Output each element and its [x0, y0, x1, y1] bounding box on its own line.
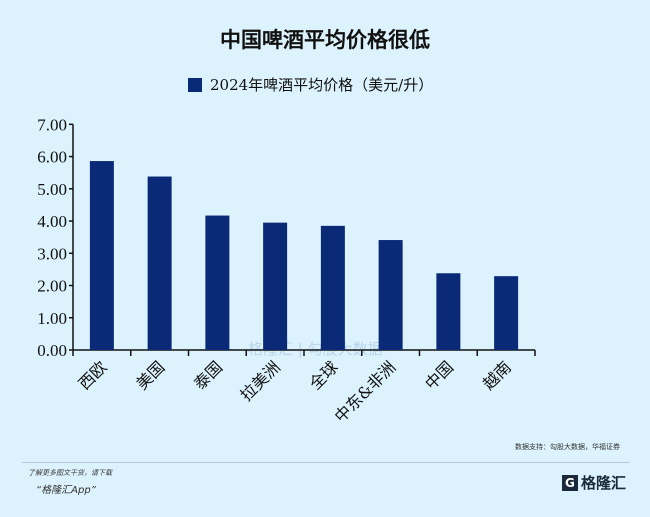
x-tick-label: 中东&非洲 — [331, 357, 400, 426]
bar — [320, 225, 345, 350]
x-tick-label: 中国 — [421, 357, 457, 393]
promo-text: 了解更多图文干货，请下载 — [28, 469, 112, 477]
bar — [205, 215, 230, 350]
x-tick-label: 西欧 — [75, 357, 111, 393]
y-tick-label: 1.00 — [37, 309, 67, 328]
bar — [147, 176, 172, 350]
legend-swatch — [188, 77, 202, 92]
data-source: 数据支持：勾股大数据，华福证券 — [515, 443, 620, 451]
logo-text: 格隆汇 — [580, 474, 626, 492]
y-tick-label: 3.00 — [37, 244, 67, 263]
y-tick-label: 5.00 — [37, 180, 67, 199]
x-tick-label: 美国 — [132, 357, 168, 393]
logo-icon: G — [561, 474, 578, 491]
x-tick-label: 全球 — [306, 357, 342, 393]
bar — [263, 222, 288, 350]
x-tick-label: 越南 — [479, 357, 515, 393]
y-tick-label: 0.00 — [37, 341, 67, 360]
y-tick-label: 6.00 — [37, 148, 67, 167]
y-tick-label: 2.00 — [37, 277, 67, 296]
divider — [22, 462, 630, 463]
y-tick-label: 4.00 — [37, 212, 67, 231]
bar — [378, 240, 403, 350]
legend: 2024年啤酒平均价格（美元/升） — [188, 74, 433, 95]
x-tick-label: 泰国 — [190, 357, 226, 393]
legend-label: 2024年啤酒平均价格（美元/升） — [210, 76, 434, 94]
bar — [494, 276, 519, 350]
bar — [436, 273, 461, 350]
promo-app-name: “格隆汇App” — [36, 485, 96, 496]
chart-title: 中国啤酒平均价格很低 — [220, 28, 430, 52]
bar — [89, 161, 114, 350]
y-tick-label: 7.00 — [37, 115, 67, 134]
x-tick-label: 拉美洲 — [237, 357, 284, 404]
logo: G 格隆汇 — [561, 472, 626, 493]
